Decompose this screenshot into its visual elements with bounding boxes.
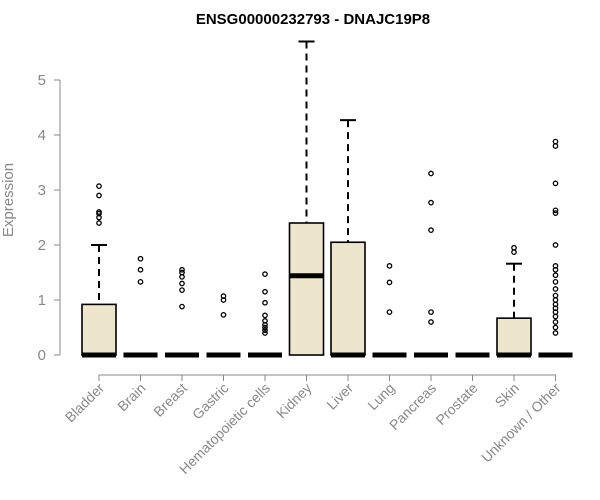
- outlier-point: [179, 280, 185, 287]
- box-rect: [81, 303, 117, 356]
- outlier-point: [511, 244, 517, 251]
- x-tick-label: Bladder: [62, 380, 108, 426]
- outlier-point: [262, 271, 268, 277]
- outlier-point: [552, 210, 559, 216]
- box-liver: [330, 119, 366, 358]
- box-hematopoietic-cells: [248, 271, 282, 358]
- outlier-point: [179, 274, 185, 280]
- outlier-point: [552, 180, 559, 187]
- outlier-point: [552, 324, 559, 331]
- x-tick-label: Brain: [114, 380, 148, 414]
- x-tick-label: Unknown / Other: [478, 380, 564, 466]
- box-unknown-other: [538, 138, 573, 358]
- outlier-point: [386, 279, 393, 286]
- outlier-point: [179, 287, 185, 293]
- outlier-point: [552, 207, 559, 214]
- box-rect: [330, 241, 366, 356]
- outlier-point: [179, 269, 185, 276]
- outlier-point: [220, 311, 227, 318]
- outlier-point: [552, 330, 559, 336]
- outlier-point: [96, 192, 102, 199]
- outlier-point: [552, 242, 559, 248]
- outlier-point: [428, 199, 434, 206]
- outlier-point: [552, 272, 559, 279]
- outlier-point: [552, 319, 559, 325]
- outlier-point: [511, 249, 517, 255]
- box-kidney: [288, 40, 325, 356]
- x-tick-label: Skin: [492, 380, 523, 411]
- outlier-point: [179, 303, 185, 310]
- y-tick-label: 0: [38, 347, 46, 364]
- outlier-point: [552, 138, 559, 145]
- box-skin: [496, 244, 532, 358]
- box-rect: [288, 222, 325, 356]
- outlier-point: [386, 309, 393, 315]
- x-tick-label: Lung: [364, 380, 397, 413]
- outlier-point: [262, 312, 268, 319]
- outlier-point: [552, 263, 559, 269]
- y-tick-label: 5: [38, 72, 46, 89]
- y-tick-label: 4: [38, 127, 46, 144]
- x-tick-label: Kidney: [273, 380, 315, 422]
- box-lung: [372, 263, 407, 358]
- outlier-point: [137, 255, 144, 262]
- outlier-point: [428, 170, 434, 177]
- outlier-point: [552, 297, 559, 303]
- outlier-point: [552, 143, 559, 149]
- outlier-point: [552, 292, 559, 299]
- y-tick-label: 3: [38, 182, 46, 199]
- outlier-point: [137, 266, 144, 273]
- outlier-point: [96, 220, 102, 226]
- outlier-point: [386, 263, 393, 269]
- x-tick-label: Liver: [323, 380, 356, 413]
- box-gastric: [206, 293, 241, 358]
- outlier-point: [179, 266, 185, 273]
- x-tick-label: Breast: [150, 380, 190, 420]
- y-tick-label: 1: [38, 292, 46, 309]
- outlier-point: [262, 330, 268, 336]
- outlier-point: [96, 209, 102, 215]
- box-rect: [496, 317, 532, 356]
- outlier-point: [552, 286, 559, 292]
- outlier-point: [262, 299, 268, 306]
- y-tick-label: 2: [38, 237, 46, 254]
- box-breast: [165, 266, 199, 358]
- x-tick-label: Prostate: [432, 380, 480, 428]
- outlier-point: [96, 183, 102, 189]
- y-axis-label: Expression: [0, 163, 17, 237]
- box-brain: [123, 255, 158, 358]
- outlier-point: [552, 313, 559, 320]
- y-ticks: 0 1 2 3 4 5: [38, 72, 60, 364]
- box-pancreas: [414, 170, 448, 358]
- outlier-point: [262, 288, 268, 295]
- chart-title: ENSG00000232793 - DNAJC19P8: [196, 11, 430, 28]
- outlier-point: [428, 319, 434, 325]
- outlier-point: [262, 327, 268, 334]
- boxes-group: [81, 40, 573, 358]
- outlier-point: [428, 227, 434, 233]
- outlier-point: [428, 309, 434, 315]
- outlier-point: [552, 278, 559, 285]
- outlier-point: [262, 318, 268, 324]
- outlier-point: [220, 293, 227, 299]
- box-bladder: [81, 183, 117, 358]
- outlier-point: [137, 278, 144, 285]
- outlier-point: [262, 324, 268, 331]
